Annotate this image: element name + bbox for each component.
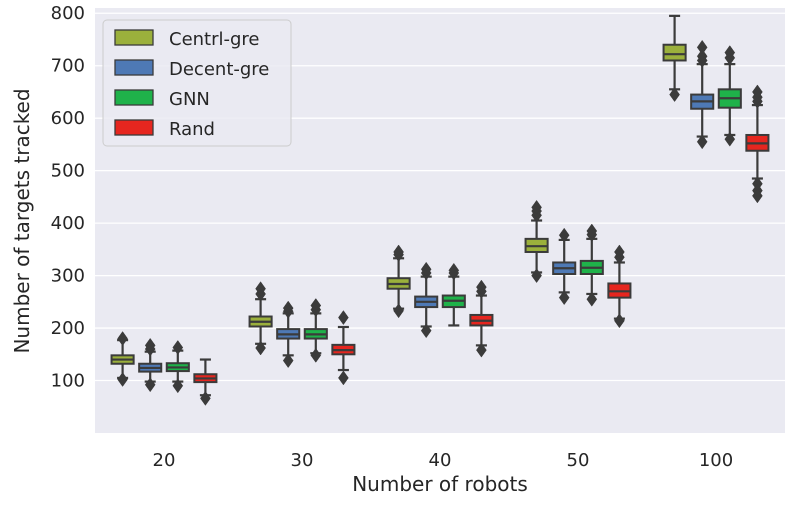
- box: [662, 14, 687, 103]
- outlier-point: [255, 281, 266, 297]
- x-tick-label: 100: [699, 450, 733, 471]
- legend-frame: [102, 19, 292, 147]
- y-tick-label: 300: [51, 266, 85, 287]
- legend-item: Decent-gre: [114, 59, 269, 80]
- box: [524, 199, 549, 284]
- x-tick-label: 20: [153, 450, 176, 471]
- outlier-point: [586, 223, 598, 239]
- y-tick-label: 100: [51, 371, 85, 392]
- outlier-point: [586, 291, 598, 307]
- legend-item: GNN: [114, 89, 210, 110]
- outlier-point: [476, 342, 487, 358]
- outlier-point: [724, 45, 736, 61]
- outlier-point: [696, 39, 708, 55]
- legend-swatch: [114, 89, 154, 106]
- outlier-point: [310, 298, 322, 313]
- legend-label: Rand: [169, 119, 215, 140]
- outlier-point: [338, 370, 349, 386]
- outlier-point: [338, 310, 349, 325]
- box: [193, 358, 218, 406]
- legend-label: GNN: [169, 89, 210, 110]
- series-centrl-gre: [110, 14, 687, 387]
- outlier-point: [531, 199, 542, 215]
- legend-swatch: [114, 59, 154, 76]
- outlier-point: [393, 244, 404, 260]
- box: [441, 262, 466, 327]
- legend-item: Rand: [114, 119, 215, 140]
- legend-label: Centrl-gre: [169, 29, 260, 50]
- outlier-point: [476, 279, 487, 295]
- y-tick-label: 700: [51, 56, 85, 77]
- outlier-point: [558, 290, 570, 306]
- outlier-point: [696, 48, 708, 64]
- outlier-point: [558, 227, 570, 243]
- box: [248, 281, 273, 356]
- box: [414, 261, 439, 339]
- y-axis-label: Number of targets tracked: [10, 88, 34, 353]
- box: [690, 39, 715, 150]
- outlier-point: [724, 131, 736, 147]
- outlier-point: [614, 313, 625, 329]
- box: [331, 310, 356, 386]
- outlier-point: [696, 134, 708, 150]
- box-body: [662, 43, 687, 62]
- box: [276, 300, 301, 369]
- box: [717, 45, 742, 147]
- outlier-point: [172, 340, 184, 355]
- outlier-point: [255, 340, 266, 356]
- legend-item: Centrl-gre: [114, 29, 260, 50]
- box: [165, 340, 190, 394]
- y-tick-label: 400: [51, 213, 85, 234]
- x-tick-labels: 20 30 40 50 100: [153, 450, 734, 471]
- outlier-point: [144, 337, 156, 353]
- outlier-point: [282, 300, 294, 316]
- box: [745, 84, 770, 204]
- x-tick-label: 50: [567, 450, 590, 471]
- outlier-point: [172, 378, 184, 394]
- legend-label: Decent-gre: [169, 59, 269, 80]
- outlier-point: [310, 347, 322, 363]
- series-gnn: [165, 45, 742, 394]
- series-decent-gre: [138, 39, 715, 393]
- outlier-point: [448, 262, 460, 278]
- box: [110, 331, 135, 387]
- x-axis-label: Number of robots: [352, 472, 528, 496]
- outlier-point: [752, 188, 763, 204]
- outlier-point: [752, 84, 763, 100]
- box: [386, 244, 411, 319]
- outlier-point: [117, 331, 128, 346]
- outlier-point: [531, 268, 542, 284]
- legend-swatch: [114, 29, 154, 46]
- y-tick-label: 800: [51, 3, 85, 24]
- box-groups: [110, 14, 770, 406]
- outlier-point: [393, 303, 404, 319]
- outlier-point: [614, 244, 625, 260]
- y-tick-labels: 100 200 300 400 500 600 700 800: [51, 3, 85, 391]
- box: [607, 244, 632, 329]
- outlier-point: [117, 372, 128, 387]
- y-tick-label: 500: [51, 161, 85, 182]
- legend: Centrl-gre Decent-gre GNN Rand: [102, 19, 292, 147]
- box: [138, 337, 163, 393]
- x-tick-label: 40: [429, 450, 452, 471]
- box: [469, 279, 494, 358]
- legend-swatch: [114, 119, 154, 136]
- outlier-point: [420, 323, 432, 339]
- outlier-point: [144, 377, 156, 393]
- y-tick-label: 600: [51, 108, 85, 129]
- series-rand: [193, 84, 770, 406]
- outlier-point: [200, 390, 211, 406]
- y-tick-label: 200: [51, 318, 85, 339]
- box: [303, 298, 328, 363]
- outlier-point: [420, 261, 432, 277]
- x-tick-label: 30: [291, 450, 314, 471]
- outlier-point: [669, 87, 680, 103]
- box: [579, 223, 604, 307]
- box: [552, 227, 577, 306]
- outlier-point: [282, 353, 294, 369]
